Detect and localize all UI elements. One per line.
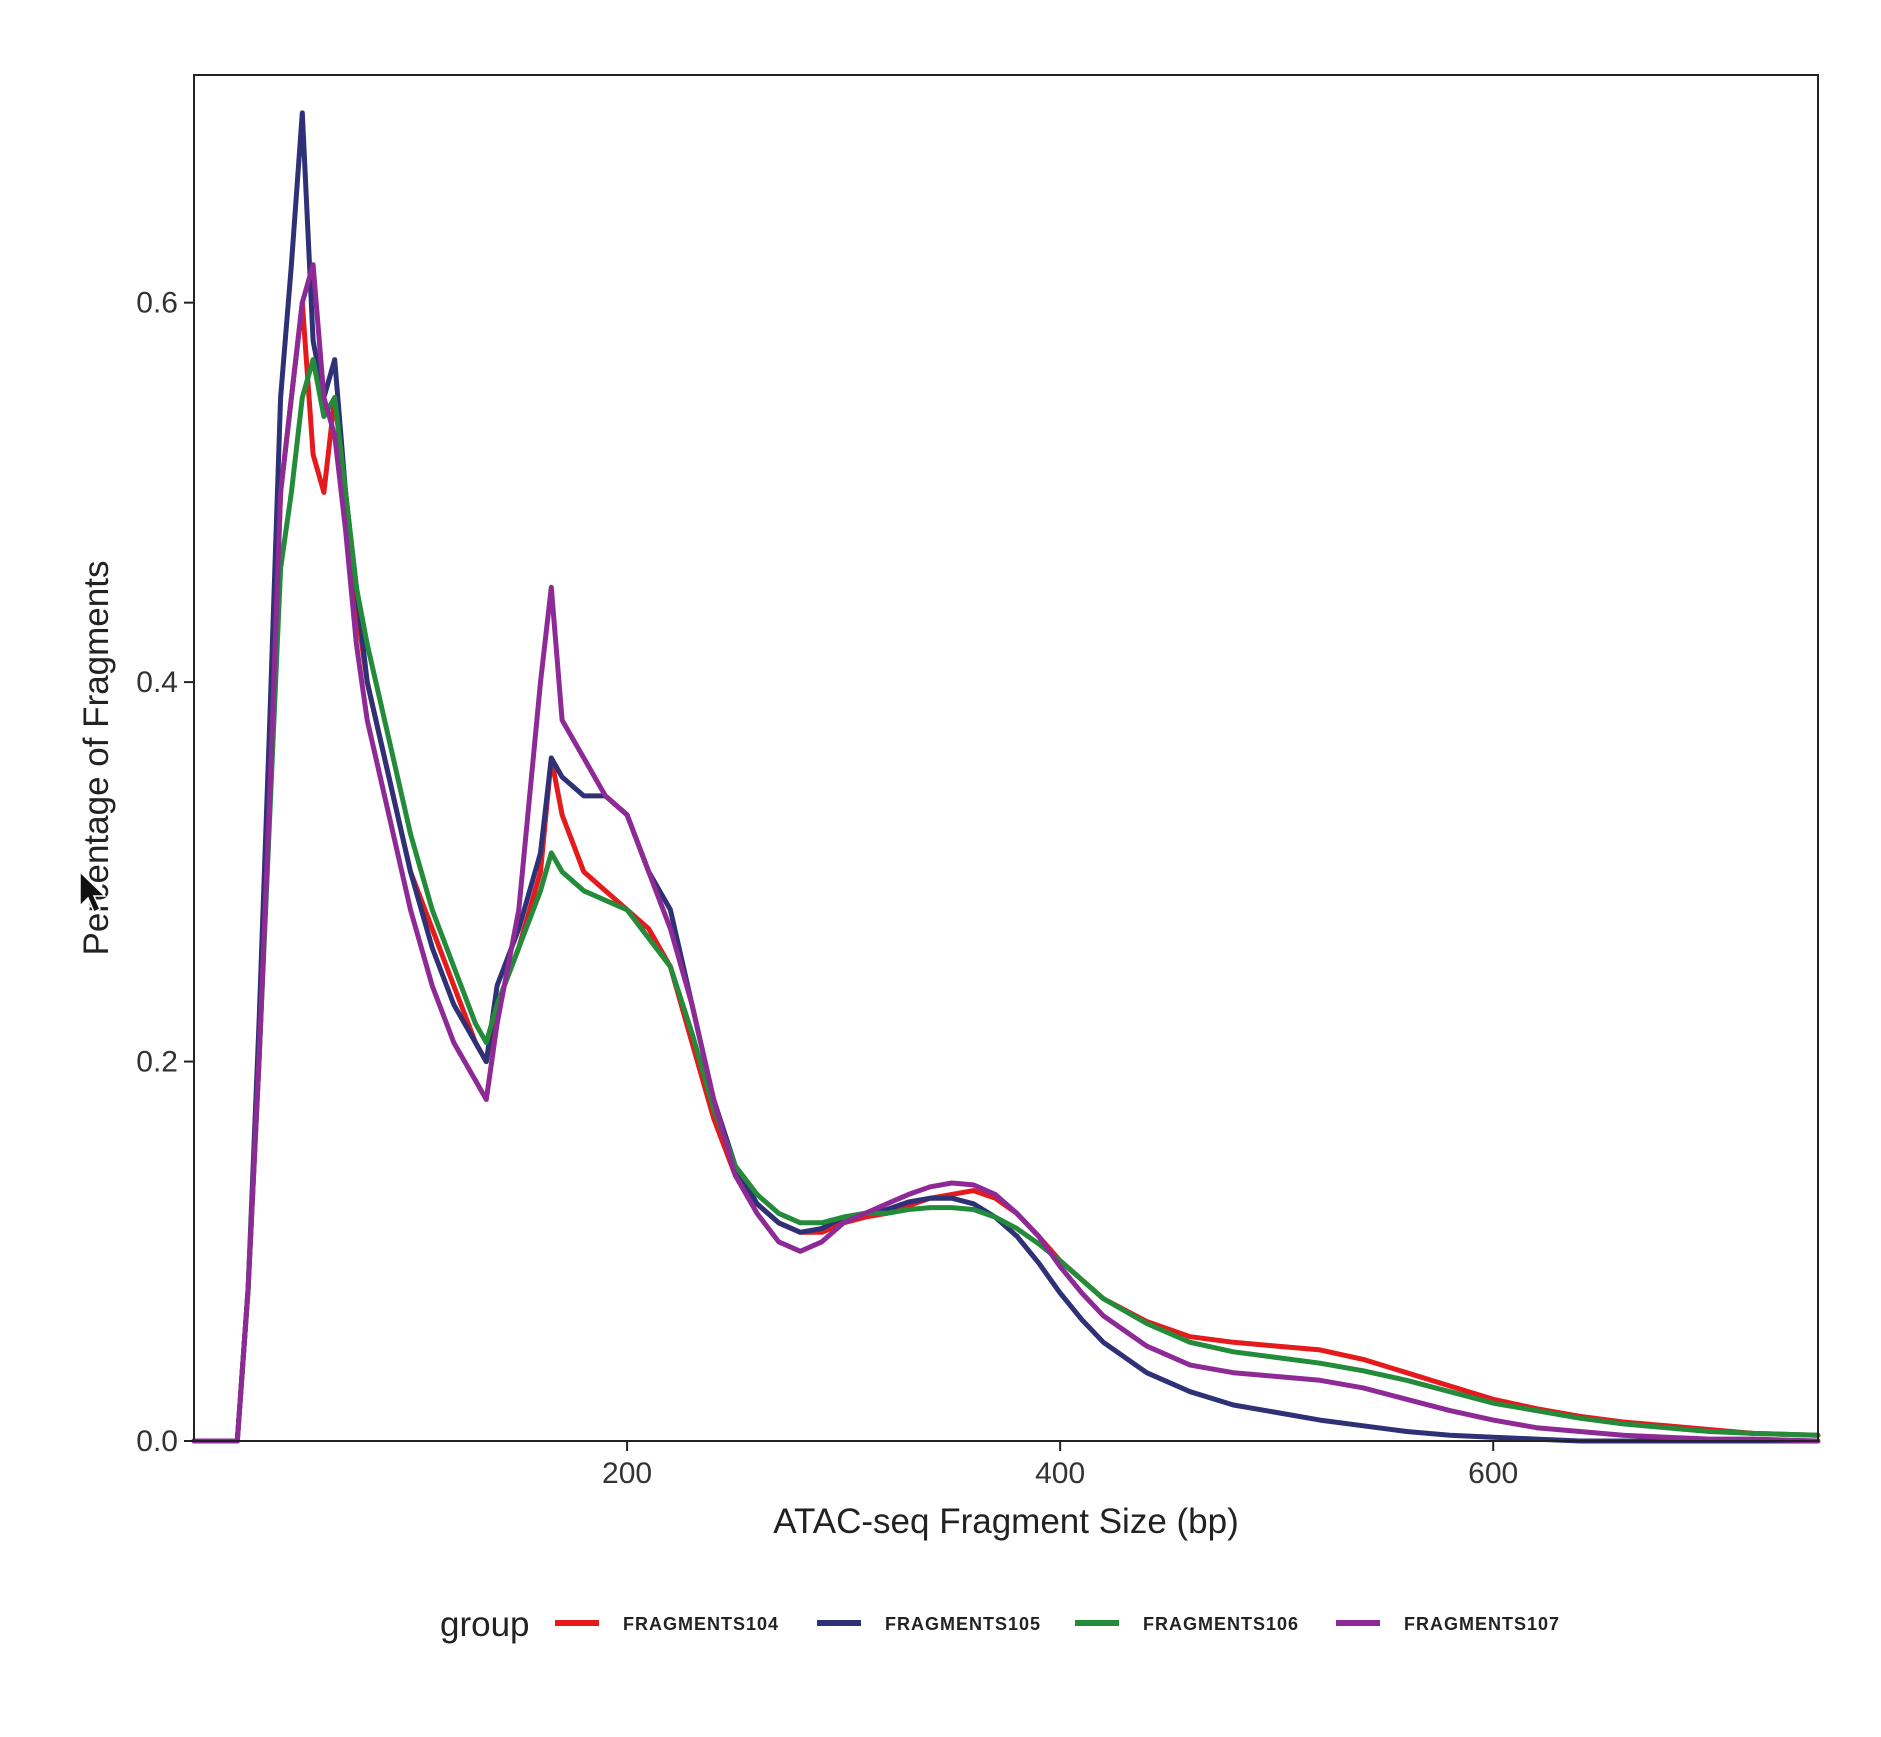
y-tick-label: 0.2 bbox=[136, 1046, 178, 1079]
x-tick-label: 400 bbox=[1035, 1457, 1085, 1490]
mouse-cursor-icon bbox=[79, 870, 107, 914]
x-tick-label: 200 bbox=[602, 1457, 652, 1490]
series-line-fragments107 bbox=[191, 262, 1821, 1444]
legend-label-fragments104: FRAGMENTS104 bbox=[623, 1614, 779, 1634]
y-tick-label: 0.6 bbox=[136, 287, 178, 320]
legend-title: group bbox=[440, 1605, 530, 1644]
series-line-fragments106 bbox=[191, 357, 1821, 1444]
y-tick-label: 0.4 bbox=[136, 666, 178, 699]
plot-panel-border bbox=[193, 74, 1819, 1442]
x-axis-title: ATAC-seq Fragment Size (bp) bbox=[773, 1502, 1239, 1541]
y-tick-label: 0.0 bbox=[136, 1425, 178, 1458]
legend-label-fragments107: FRAGMENTS107 bbox=[1404, 1614, 1560, 1634]
series-layer bbox=[191, 110, 1821, 1444]
x-axis: 200 400 600 bbox=[602, 1441, 1518, 1490]
legend: group FRAGMENTS104 FRAGMENTS105 FRAGMENTS1… bbox=[440, 1605, 1560, 1644]
legend-label-fragments106: FRAGMENTS106 bbox=[1143, 1614, 1299, 1634]
legend-label-fragments105: FRAGMENTS105 bbox=[885, 1614, 1041, 1634]
y-axis: 0.0 0.2 0.4 0.6 bbox=[136, 287, 194, 1458]
x-tick-label: 600 bbox=[1468, 1457, 1518, 1490]
